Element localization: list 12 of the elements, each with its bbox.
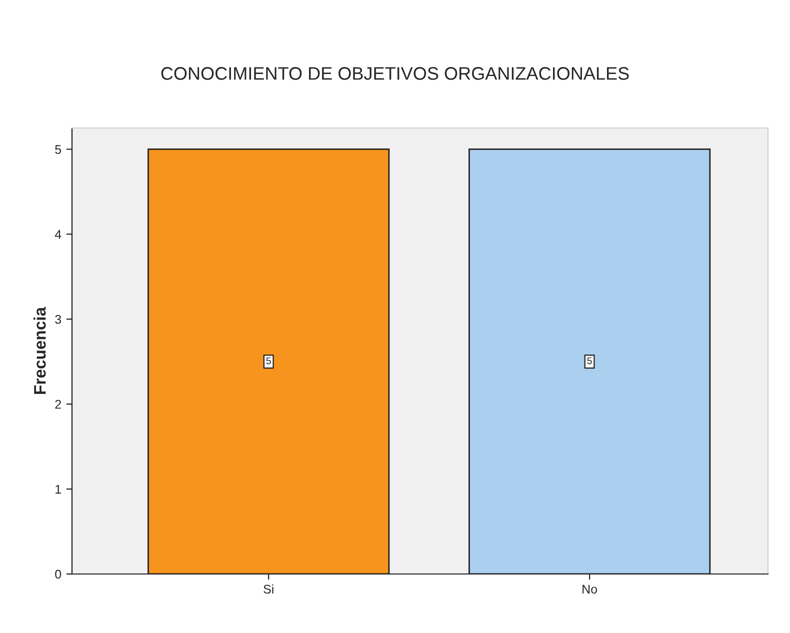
chart-title: CONOCIMIENTO DE OBJETIVOS ORGANIZACIONALES [161,67,629,80]
data-label: 5 [266,357,271,364]
y-tick-label: 4 [54,230,62,239]
y-tick-label: 2 [55,400,61,409]
y-tick-label: 1 [56,484,61,494]
y-tick-label: 5 [55,145,62,154]
x-tick-label: No [582,584,598,594]
y-tick-label: 3 [55,314,62,324]
data-label: 5 [587,357,592,364]
y-tick-label: 0 [55,570,62,579]
y-axis-title: Frecuencia [34,306,46,394]
x-tick-label: Si [264,584,274,594]
